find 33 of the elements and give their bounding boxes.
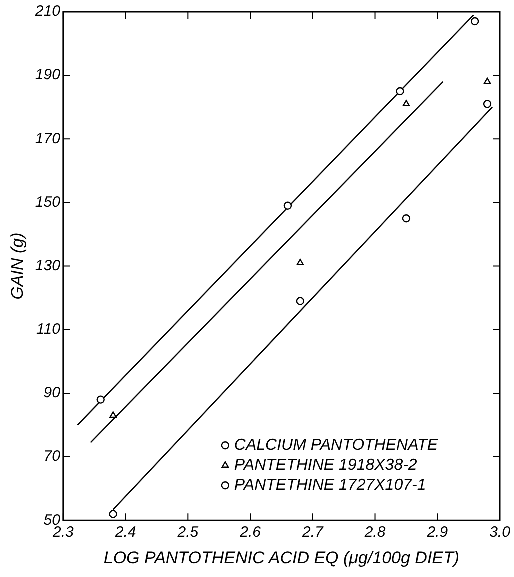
x-tick-label: 2.5 bbox=[176, 524, 200, 541]
x-tick-label: 2.8 bbox=[364, 524, 386, 541]
point bbox=[483, 100, 492, 108]
point bbox=[96, 396, 105, 404]
y-tick-label: 190 bbox=[35, 66, 62, 84]
point bbox=[296, 297, 305, 306]
y-tick-label: 70 bbox=[44, 448, 62, 466]
point bbox=[484, 78, 492, 84]
y-tick-label: 130 bbox=[35, 257, 62, 274]
x-tick-label: 2.6 bbox=[239, 524, 262, 541]
point bbox=[402, 100, 410, 107]
y-tick-label: 150 bbox=[35, 194, 62, 211]
point bbox=[284, 202, 292, 210]
x-axis-title: LOG PANTOTHENIC ACID EQ (μg/100g DIET) bbox=[104, 548, 460, 568]
x-tick-label: 2.9 bbox=[426, 524, 449, 541]
point bbox=[402, 214, 411, 223]
legend-label: PANTETHINE 1918X38-2 bbox=[234, 457, 418, 474]
legend-label: PANTETHINE 1727X107-1 bbox=[234, 477, 426, 494]
point bbox=[110, 412, 117, 418]
x-tick-label: 2.4 bbox=[114, 524, 136, 541]
y-tick-label: 170 bbox=[35, 130, 62, 148]
x-tick-label: 3.0 bbox=[490, 524, 512, 541]
x-tick-label: 2.7 bbox=[301, 524, 324, 541]
y-tick-label: 210 bbox=[34, 3, 62, 20]
x-tick-label: 2.3 bbox=[52, 524, 75, 541]
y-axis-title: GAIN (g) bbox=[8, 232, 27, 300]
y-tick-label: 90 bbox=[44, 384, 62, 402]
point bbox=[470, 17, 480, 26]
point bbox=[296, 259, 304, 266]
point bbox=[109, 510, 118, 518]
legend-label: CALCIUM PANTOTHENATE bbox=[234, 437, 438, 454]
y-tick-label: 110 bbox=[36, 321, 62, 338]
point bbox=[396, 87, 404, 96]
